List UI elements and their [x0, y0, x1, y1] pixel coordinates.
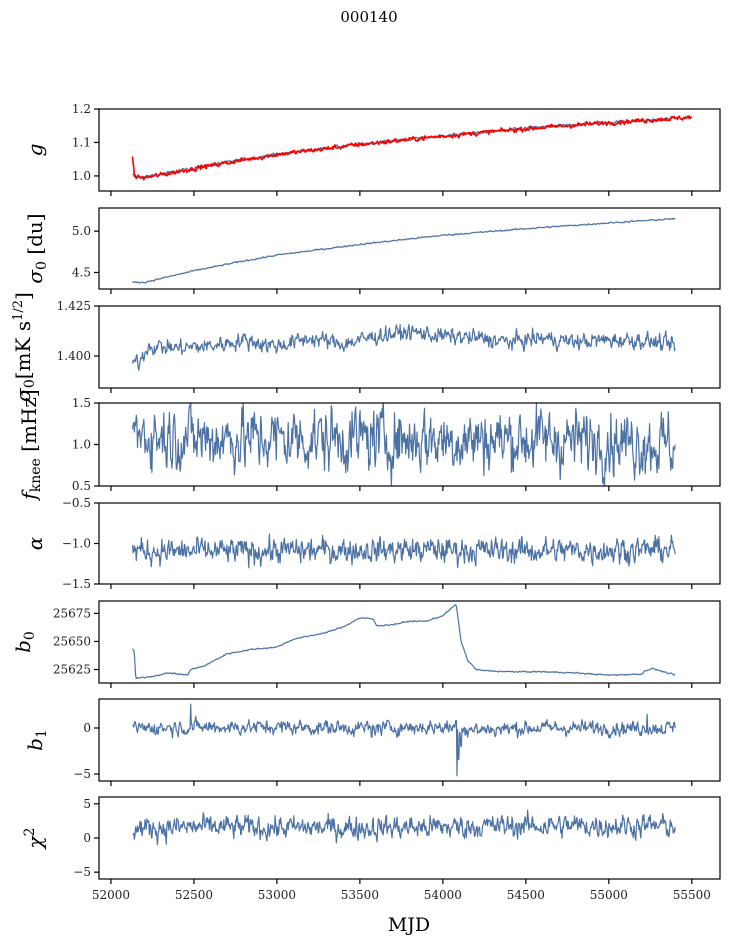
panel-b1: −5 0 b1 [23, 698, 721, 786]
y-tick-label: 5 [83, 797, 91, 811]
y-axis-label-sigma0-du: σ0 [du] [23, 213, 50, 283]
series-line-g [132, 115, 676, 179]
axes-frame [98, 207, 721, 290]
axes-frame [98, 305, 721, 389]
panel-fknee: 0.5 1.0 1.5 fknee [mHz] [17, 389, 721, 502]
y-axis-label-fknee: fknee [mHz] [17, 389, 44, 501]
y-tick-label: −5 [73, 865, 91, 879]
y-tick-label: 25650 [53, 634, 91, 648]
panels: 1.0 1.1 1.2 g 4.5 5.0 σ0 [du] 1.400 1.425 σ0[mK s… [11, 102, 721, 902]
axes-frame [98, 698, 721, 782]
y-tick-label: −0.5 [62, 496, 91, 510]
y-tick-label: 4.5 [72, 265, 91, 279]
series-line-b0 [131, 604, 676, 680]
y-tick-label: 0 [83, 721, 91, 735]
y-axis-label-g: g [23, 144, 47, 157]
panel-b0: 25625 25650 25675 b0 [11, 600, 721, 688]
y-axis-label-alpha: α [23, 536, 47, 550]
x-tick-label: 52000 [92, 888, 130, 902]
panel-sigma0-du: 4.5 5.0 σ0 [du] [23, 207, 721, 294]
y-tick-label: 1.2 [72, 102, 91, 116]
y-tick-label: 1.0 [72, 169, 91, 183]
x-tick-label: 54000 [424, 888, 462, 902]
series-line-sigma0 [132, 217, 676, 284]
panel-chi2: −5 0 5 52000 52500 53000 53500 54000 54500 55000 5… [22, 796, 721, 902]
panel-alpha: −1.5 −1.0 −0.5 α [23, 496, 721, 591]
panel-g: 1.0 1.1 1.2 g [23, 102, 721, 196]
axes-frame [98, 600, 721, 684]
y-tick-label: 25625 [53, 663, 91, 677]
series-line-fknee [131, 403, 676, 486]
y-axis-label-sigma0-mK: σ0[mK s1/2] [11, 292, 38, 402]
y-tick-label: 5.0 [72, 224, 91, 238]
series-line-g-fit [131, 115, 693, 181]
axes-frame [98, 796, 721, 880]
x-tick-label: 53500 [341, 888, 379, 902]
y-tick-label: 1.1 [72, 135, 91, 149]
series-line-sigma0-mK [131, 324, 676, 371]
y-tick-label: 0.5 [72, 479, 91, 493]
y-tick-label: 25675 [53, 606, 91, 620]
y-tick-label: 1.425 [57, 299, 91, 313]
y-axis-label-b0: b0 [11, 631, 38, 653]
y-tick-label: 1.5 [72, 396, 91, 410]
x-tick-label: 54500 [507, 888, 545, 902]
figure-title: 000140 [340, 8, 397, 26]
y-tick-label: −1.5 [62, 577, 91, 591]
x-tick-label: 52500 [175, 888, 213, 902]
y-axis-label-chi2: χ2 [22, 827, 47, 850]
x-tick-label: 53000 [258, 888, 296, 902]
y-tick-label: −1.0 [62, 537, 91, 551]
x-tick-label: 55000 [590, 888, 628, 902]
series-line-chi2 [132, 809, 676, 846]
y-tick-label: 1.0 [72, 438, 91, 452]
y-tick-label: 0 [83, 831, 91, 845]
x-tick-label: 55500 [673, 888, 711, 902]
axes-frame [98, 502, 721, 585]
axes-frame [98, 108, 721, 192]
y-axis-label-b1: b1 [23, 729, 50, 751]
panel-sigma0-mK: 1.400 1.425 σ0[mK s1/2] [11, 292, 721, 402]
series-line-alpha [131, 533, 676, 569]
series-line-b1 [132, 703, 676, 777]
x-axis-label: MJD [388, 914, 430, 936]
y-tick-label: −5 [73, 767, 91, 781]
y-tick-label: 1.400 [57, 349, 91, 363]
